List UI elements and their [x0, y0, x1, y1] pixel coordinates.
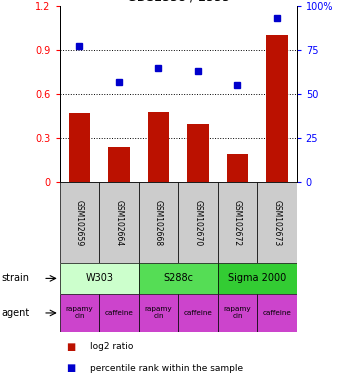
Bar [69, 113, 90, 182]
Bar [99, 294, 139, 332]
Text: S288c: S288c [163, 273, 193, 283]
Bar [139, 263, 218, 294]
Bar [218, 294, 257, 332]
Text: percentile rank within the sample: percentile rank within the sample [90, 364, 243, 372]
Text: caffeine: caffeine [104, 310, 133, 316]
Text: GSM102668: GSM102668 [154, 200, 163, 246]
Bar [218, 182, 257, 263]
Text: GSM102664: GSM102664 [115, 200, 123, 246]
Bar [108, 147, 130, 182]
Text: strain: strain [2, 273, 30, 283]
Text: GSM102673: GSM102673 [272, 200, 281, 246]
Bar [139, 294, 178, 332]
Text: log2 ratio: log2 ratio [90, 342, 134, 351]
Bar [178, 182, 218, 263]
Title: GDS2338 / 2555: GDS2338 / 2555 [127, 0, 230, 3]
Text: rapamy
cin: rapamy cin [65, 306, 93, 319]
Text: caffeine: caffeine [263, 310, 291, 316]
Bar [60, 294, 99, 332]
Text: ■: ■ [66, 341, 76, 352]
Text: GSM102672: GSM102672 [233, 200, 242, 246]
Text: rapamy
cin: rapamy cin [145, 306, 172, 319]
Text: W303: W303 [85, 273, 113, 283]
Bar [187, 124, 209, 182]
Bar [218, 263, 297, 294]
Text: Sigma 2000: Sigma 2000 [228, 273, 286, 283]
Bar [257, 182, 297, 263]
Bar [139, 182, 178, 263]
Bar [60, 182, 99, 263]
Text: agent: agent [2, 308, 30, 318]
Bar [257, 294, 297, 332]
Bar [99, 182, 139, 263]
Bar [60, 263, 139, 294]
Text: GSM102659: GSM102659 [75, 200, 84, 246]
Text: ■: ■ [66, 363, 76, 373]
Text: GSM102670: GSM102670 [193, 200, 203, 246]
Bar [266, 35, 288, 182]
Bar [148, 112, 169, 182]
Bar [226, 154, 248, 182]
Text: caffeine: caffeine [183, 310, 212, 316]
Bar [178, 294, 218, 332]
Text: rapamy
cin: rapamy cin [224, 306, 251, 319]
